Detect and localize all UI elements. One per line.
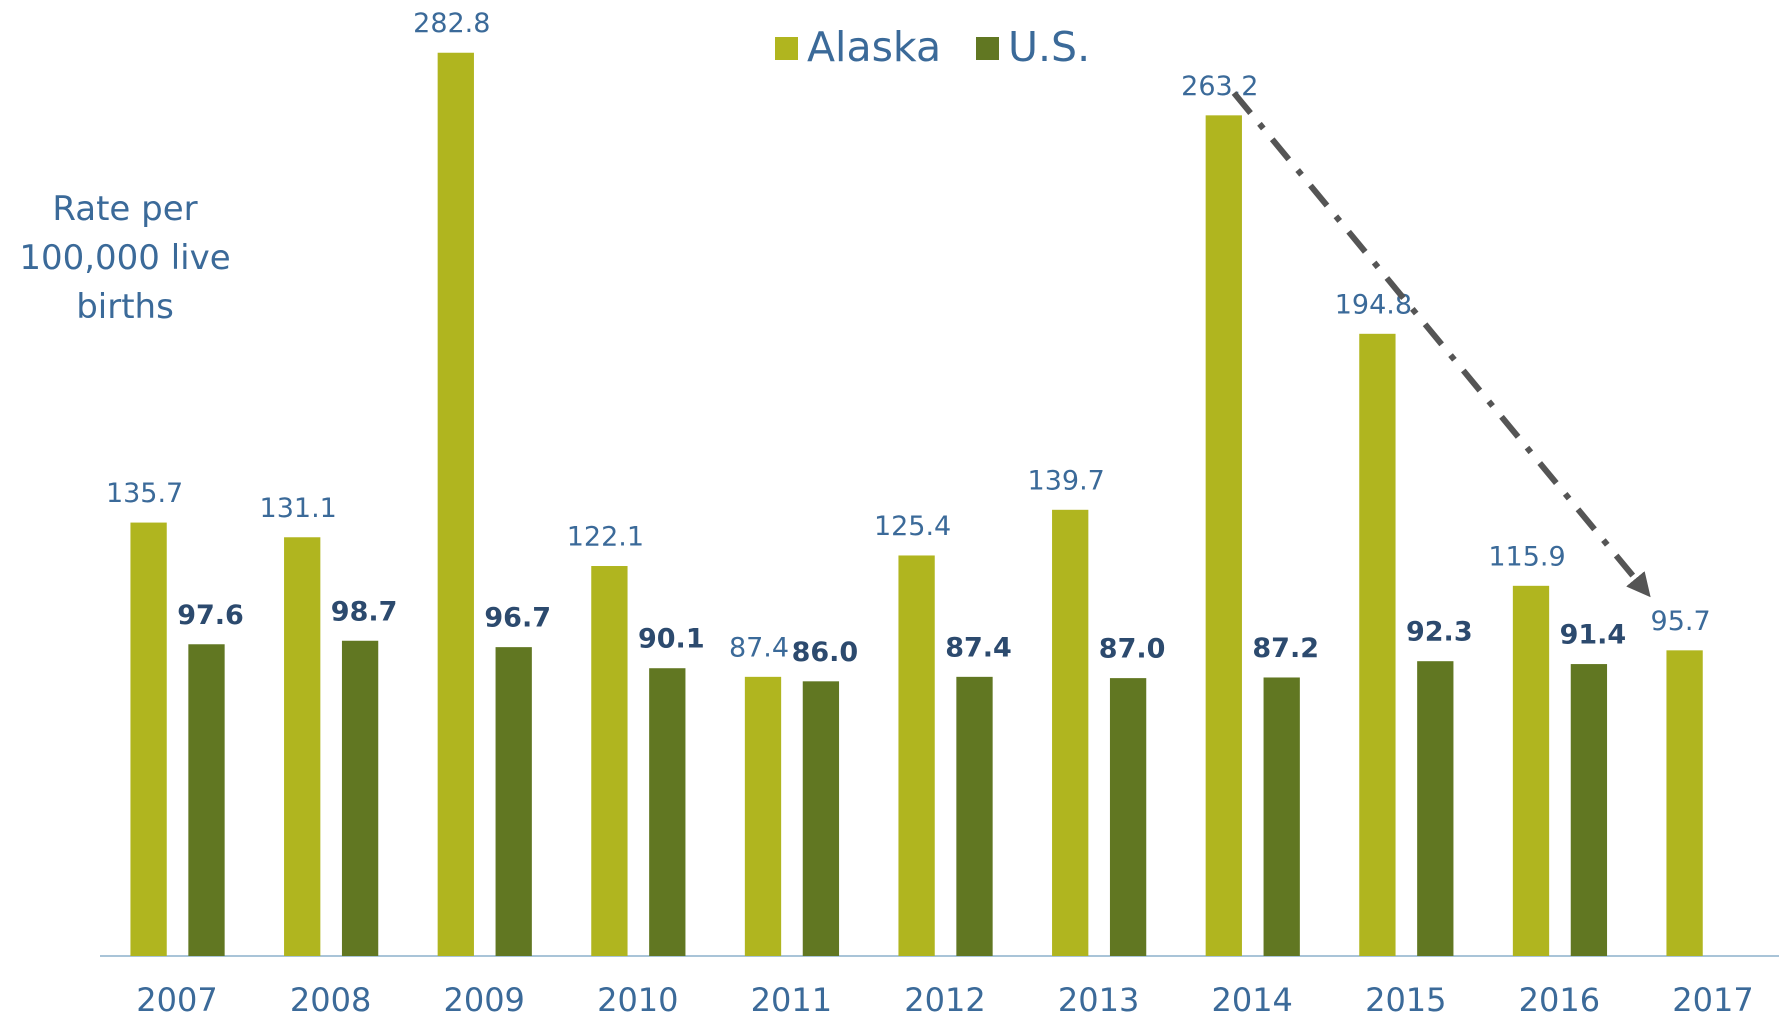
data-label: 97.6 xyxy=(177,600,244,631)
bar xyxy=(956,676,993,956)
bar xyxy=(1263,677,1300,956)
bar xyxy=(130,522,167,956)
data-label: 91.4 xyxy=(1560,620,1627,651)
data-label: 90.1 xyxy=(638,624,705,655)
data-label: 122.1 xyxy=(567,522,644,553)
x-tick-label: 2013 xyxy=(1058,981,1139,1019)
x-tick-label: 2010 xyxy=(597,981,678,1019)
bar xyxy=(898,555,935,956)
legend-label: Alaska xyxy=(807,23,941,71)
data-label: 87.0 xyxy=(1099,634,1166,665)
data-label: 92.3 xyxy=(1406,617,1473,648)
trend-arrow xyxy=(1231,91,1651,598)
bar xyxy=(495,647,532,956)
bar xyxy=(744,676,782,956)
x-tick-label: 2007 xyxy=(136,981,217,1019)
bar xyxy=(591,566,628,956)
bar xyxy=(1666,650,1703,956)
bar xyxy=(1359,333,1396,956)
bar xyxy=(1109,678,1147,956)
data-label: 87.4 xyxy=(729,632,789,663)
bar xyxy=(188,644,225,956)
x-tick-label: 2014 xyxy=(1211,981,1292,1019)
bar xyxy=(1052,509,1089,956)
x-tick-label: 2008 xyxy=(290,981,371,1019)
legend-swatch xyxy=(976,37,999,60)
data-label: 135.7 xyxy=(106,478,183,509)
data-label: 131.1 xyxy=(260,493,337,524)
legend-label: U.S. xyxy=(1008,23,1090,71)
data-label: 95.7 xyxy=(1651,606,1711,637)
bar xyxy=(341,640,379,956)
bar xyxy=(1570,664,1608,956)
x-tick-label: 2009 xyxy=(443,981,524,1019)
bar xyxy=(1205,115,1242,956)
data-label: 282.8 xyxy=(413,8,490,39)
x-tick-label: 2017 xyxy=(1672,981,1753,1019)
data-label: 87.4 xyxy=(945,632,1012,663)
data-label: 87.2 xyxy=(1252,633,1319,664)
x-tick-label: 2011 xyxy=(751,981,832,1019)
data-label: 98.7 xyxy=(331,596,398,627)
bar xyxy=(649,668,686,956)
bar xyxy=(802,681,840,956)
legend-swatch xyxy=(775,37,798,60)
data-label: 263.2 xyxy=(1181,71,1258,102)
bar xyxy=(1512,585,1550,956)
data-label: 86.0 xyxy=(792,637,859,668)
data-label: 139.7 xyxy=(1028,465,1105,496)
x-tick-label: 2015 xyxy=(1365,981,1446,1019)
data-label: 125.4 xyxy=(874,511,951,542)
y-axis-label: Rate per 100,000 live births xyxy=(19,189,231,327)
data-label: 115.9 xyxy=(1488,541,1565,572)
bar xyxy=(437,52,474,956)
x-tick-label: 2012 xyxy=(904,981,985,1019)
data-label: 96.7 xyxy=(484,603,551,634)
bar xyxy=(1417,661,1454,956)
bar xyxy=(284,537,321,956)
x-tick-label: 2016 xyxy=(1519,981,1600,1019)
